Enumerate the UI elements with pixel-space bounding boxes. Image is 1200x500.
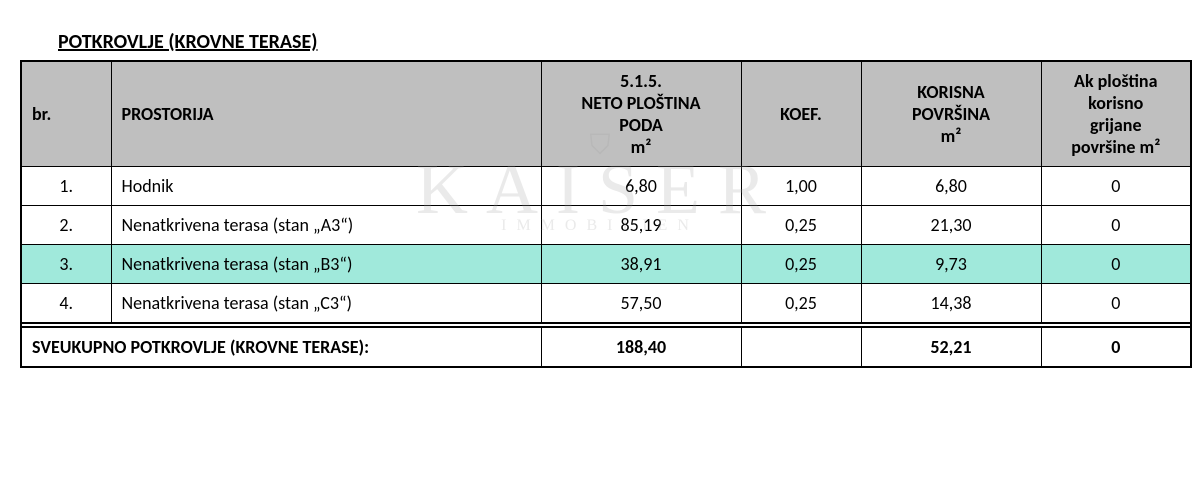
col-neto: 5.1.5.NETO PLOŠTINAPODAm²: [541, 61, 741, 167]
cell-br: 2.: [21, 206, 111, 245]
cell-ak: 0: [1041, 245, 1191, 284]
cell-korisna: 14,38: [861, 284, 1041, 324]
cell-ak: 0: [1041, 206, 1191, 245]
area-table: br. PROSTORIJA 5.1.5.NETO PLOŠTINAPODAm²…: [20, 60, 1192, 368]
table-total-row: SVEUKUPNO POTKROVLJE (KROVNE TERASE):188…: [21, 327, 1191, 367]
cell-br: 3.: [21, 245, 111, 284]
table-row: 2.Nenatkrivena terasa (stan „A3“)85,190,…: [21, 206, 1191, 245]
table-header-row: br. PROSTORIJA 5.1.5.NETO PLOŠTINAPODAm²…: [21, 61, 1191, 167]
cell-neto: 57,50: [541, 284, 741, 324]
cell-neto: 38,91: [541, 245, 741, 284]
col-koef: KOEF.: [741, 61, 861, 167]
cell-prostorija: Hodnik: [111, 167, 541, 206]
cell-koef: 0,25: [741, 206, 861, 245]
cell-prostorija: Nenatkrivena terasa (stan „C3“): [111, 284, 541, 324]
cell-prostorija: Nenatkrivena terasa (stan „B3“): [111, 245, 541, 284]
total-ak: 0: [1041, 327, 1191, 367]
total-neto: 188,40: [541, 327, 741, 367]
cell-koef: 0,25: [741, 284, 861, 324]
cell-korisna: 21,30: [861, 206, 1041, 245]
col-ak: Ak ploštinakorisnogrijanepovršine m²: [1041, 61, 1191, 167]
cell-korisna: 6,80: [861, 167, 1041, 206]
table-title: POTKROVLJE (KROVNE TERASE): [58, 30, 1180, 54]
col-prostorija: PROSTORIJA: [111, 61, 541, 167]
col-korisna: KORISNAPOVRŠINAm²: [861, 61, 1041, 167]
cell-br: 1.: [21, 167, 111, 206]
total-label: SVEUKUPNO POTKROVLJE (KROVNE TERASE):: [21, 327, 541, 367]
cell-ak: 0: [1041, 167, 1191, 206]
cell-prostorija: Nenatkrivena terasa (stan „A3“): [111, 206, 541, 245]
cell-ak: 0: [1041, 284, 1191, 324]
cell-koef: 1,00: [741, 167, 861, 206]
cell-neto: 6,80: [541, 167, 741, 206]
col-br: br.: [21, 61, 111, 167]
cell-neto: 85,19: [541, 206, 741, 245]
cell-br: 4.: [21, 284, 111, 324]
cell-korisna: 9,73: [861, 245, 1041, 284]
table-row: 3.Nenatkrivena terasa (stan „B3“)38,910,…: [21, 245, 1191, 284]
table-row: 1.Hodnik6,801,006,800: [21, 167, 1191, 206]
table-row: 4.Nenatkrivena terasa (stan „C3“)57,500,…: [21, 284, 1191, 324]
total-koef: [741, 327, 861, 367]
cell-koef: 0,25: [741, 245, 861, 284]
total-korisna: 52,21: [861, 327, 1041, 367]
